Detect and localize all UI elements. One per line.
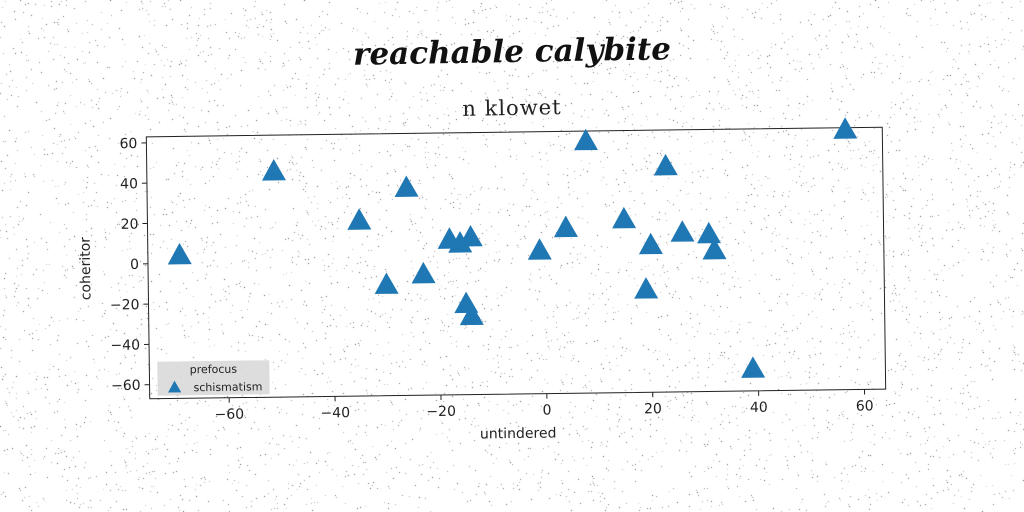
data-point <box>741 356 766 378</box>
legend-marker-triangle <box>168 380 182 393</box>
x-tick-label: 60 <box>856 398 874 414</box>
y-axis-label: coheritor <box>78 237 95 301</box>
y-tick-label: 0 <box>130 257 139 273</box>
data-point <box>702 237 727 260</box>
data-point <box>653 153 678 176</box>
x-tick-label: −20 <box>426 404 456 420</box>
data-point <box>638 232 663 255</box>
data-point <box>459 303 484 326</box>
x-tick-label: 0 <box>542 403 551 419</box>
data-point <box>458 224 483 247</box>
chart-area: −60 −40 −20 0 20 40 60 −60 −40 −20 0 20 40 60 untind… <box>78 117 887 442</box>
x-tick-label: 20 <box>644 401 662 417</box>
y-tick-label: 60 <box>119 136 137 152</box>
y-tick-label: 40 <box>120 176 138 192</box>
legend: prefocus schismatism <box>157 360 270 396</box>
x-tick-label: −40 <box>320 405 350 421</box>
y-tick-label: −40 <box>110 338 140 354</box>
data-point <box>833 117 858 139</box>
x-tick-label: 40 <box>750 400 768 416</box>
legend-title: prefocus <box>190 363 238 377</box>
data-point <box>612 206 637 229</box>
x-axis-label: untindered <box>480 425 557 442</box>
y-tick-label: 20 <box>121 217 139 233</box>
x-axis: −60 −40 −20 0 20 40 60 <box>215 389 874 423</box>
data-point <box>527 238 552 260</box>
data-point <box>697 221 722 244</box>
data-point <box>374 272 399 295</box>
data-point <box>670 220 695 242</box>
x-tick-label: −60 <box>215 407 245 423</box>
data-point <box>448 231 473 253</box>
data-point <box>394 175 419 197</box>
legend-entry-schismatism: schismatism <box>194 380 263 394</box>
series-schismatism <box>167 117 858 378</box>
y-tick-label: −60 <box>111 378 141 394</box>
data-point <box>553 215 578 238</box>
data-point <box>634 277 659 299</box>
plot-frame <box>145 126 887 400</box>
data-point <box>411 261 436 284</box>
y-tick-label: −20 <box>110 297 140 313</box>
data-point <box>574 128 599 151</box>
data-point <box>167 242 192 265</box>
legend-box <box>157 360 270 396</box>
data-point <box>347 208 372 230</box>
data-point <box>261 159 286 181</box>
y-axis: −60 −40 −20 0 20 40 60 <box>110 136 150 394</box>
